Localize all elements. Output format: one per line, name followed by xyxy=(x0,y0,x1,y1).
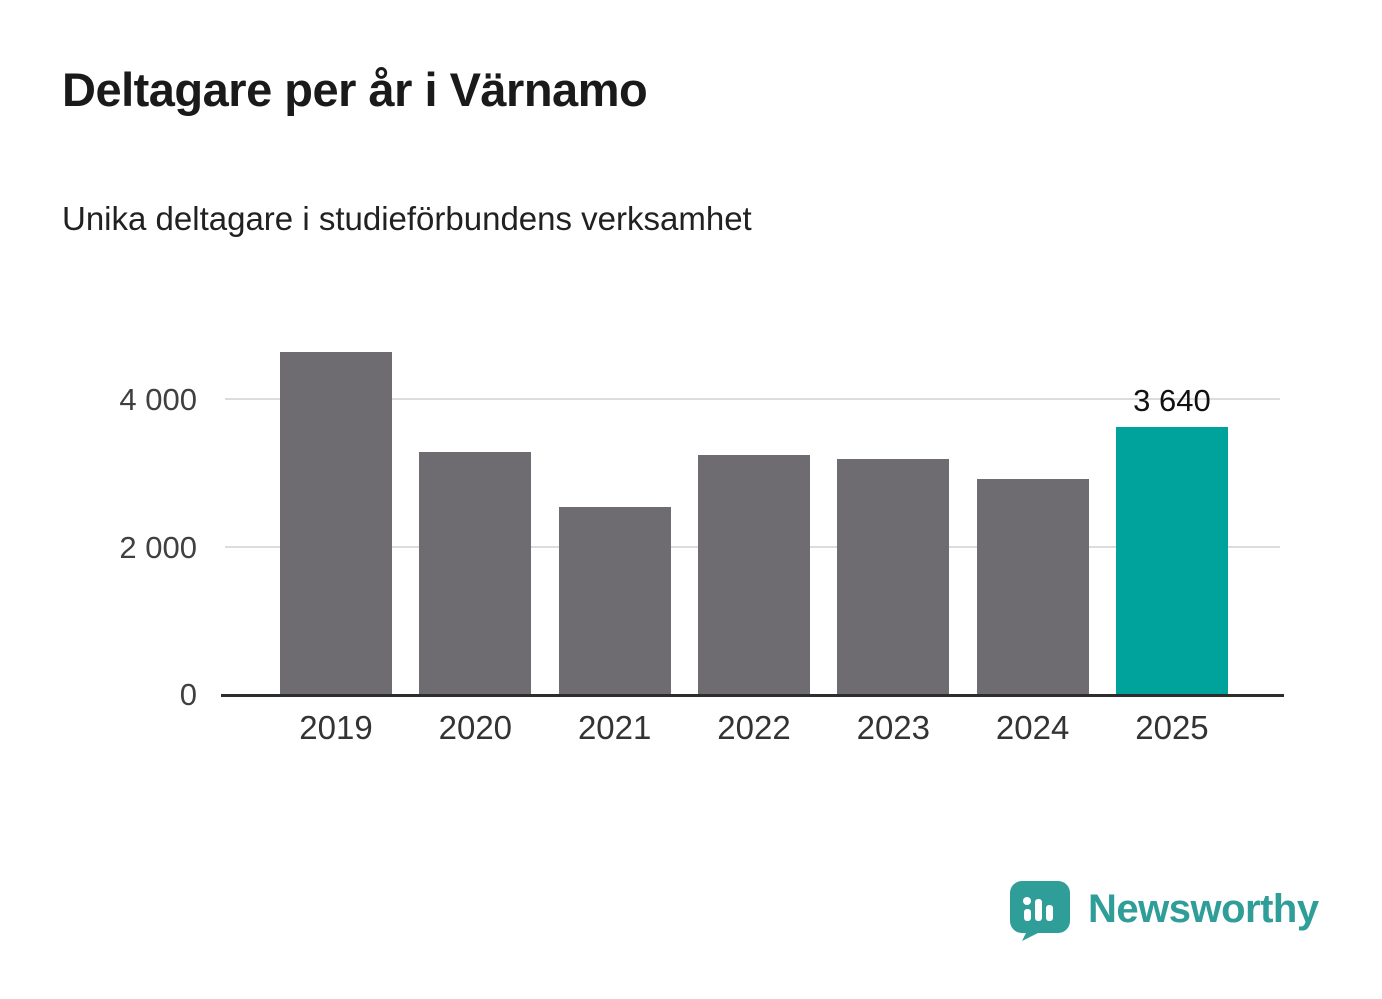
bar xyxy=(976,478,1089,695)
brand-name: Newsworthy xyxy=(1088,886,1319,931)
x-axis-line xyxy=(221,694,1284,697)
bar-value-label: 3 640 xyxy=(1133,382,1211,418)
x-axis-labels: 2019 2020 2021 2022 2023 2024 2025 xyxy=(280,709,1228,747)
x-tick-label: 2019 xyxy=(299,709,373,746)
bar xyxy=(419,451,532,695)
x-tick-label: 2022 xyxy=(717,709,791,746)
chart-title: Deltagare per år i Värnamo xyxy=(62,63,648,116)
brand-logo: Newsworthy xyxy=(1008,876,1319,942)
y-tick-label: 4 000 xyxy=(119,382,197,418)
x-tick-label: 2024 xyxy=(995,709,1070,746)
bar xyxy=(280,352,392,695)
x-tick-label: 2023 xyxy=(856,709,931,746)
bar-highlighted: 3 640 xyxy=(1115,383,1228,695)
newsworthy-icon xyxy=(1010,881,1070,941)
x-tick-label: 2020 xyxy=(438,709,513,746)
bars-container: 3 640 xyxy=(280,330,1228,695)
bar xyxy=(837,459,950,695)
gridline xyxy=(225,398,1280,401)
y-tick-label: 2 000 xyxy=(119,529,197,565)
chart-subtitle: Unika deltagare i studieförbundens verks… xyxy=(62,200,752,237)
bar xyxy=(697,455,810,695)
x-tick-label: 2021 xyxy=(577,709,652,746)
y-tick-label: 0 xyxy=(179,677,197,712)
x-tick-label: 2025 xyxy=(1135,709,1209,746)
bar xyxy=(558,506,671,695)
